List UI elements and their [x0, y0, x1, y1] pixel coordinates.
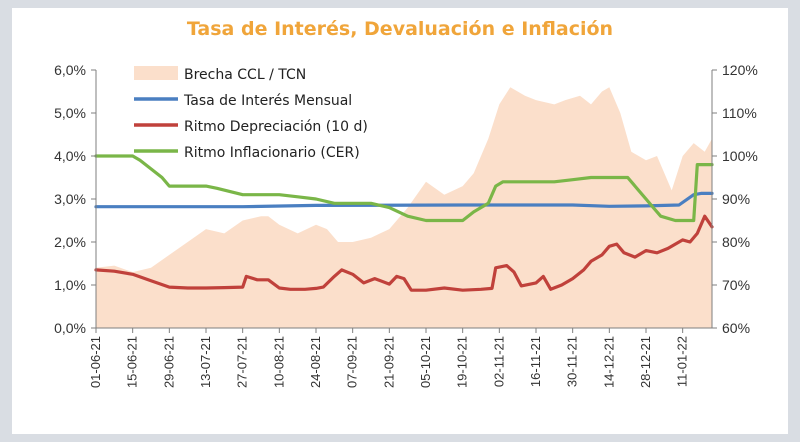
lines-layer	[94, 154, 714, 292]
y-left-tick-label: 6,0%	[54, 62, 86, 78]
x-tick-label: 24-08-21	[308, 336, 323, 388]
legend-label: Ritmo Depreciación (10 d)	[184, 119, 368, 135]
y-right-tick-label: 90%	[722, 191, 750, 207]
legend-label: Tasa de Interés Mensual	[183, 93, 352, 109]
x-tick-label: 02-11-21	[491, 336, 506, 387]
x-tick-label: 07-09-21	[345, 336, 360, 388]
legend-swatch-area	[134, 66, 178, 80]
y-right-tick-label: 70%	[722, 277, 750, 293]
y-right-tick-label: 80%	[722, 234, 750, 250]
x-tick-label: 30-11-21	[565, 336, 580, 387]
series-line-depreciacion	[94, 214, 714, 292]
x-tick-label: 27-07-21	[235, 336, 250, 388]
legend-label: Ritmo Inflacionario (CER)	[184, 145, 360, 161]
y-right-tick-label: 110%	[722, 105, 757, 121]
x-tick-label: 29-06-21	[161, 336, 176, 388]
x-tick-label: 10-08-21	[271, 336, 286, 388]
x-tick-label: 05-10-21	[418, 336, 433, 388]
axes-layer: 0,0% 1,0% 2,0% 3,0% 4,0% 5,0% 6,0% 60% 70% 80% 90%…	[54, 62, 758, 388]
y-left-tick-label: 1,0%	[54, 277, 86, 293]
series-line-cer	[94, 154, 714, 223]
y-left-tick-label: 0,0%	[54, 320, 86, 336]
chart-canvas: 0,0% 1,0% 2,0% 3,0% 4,0% 5,0% 6,0% 60% 70% 80% 90%…	[54, 62, 758, 388]
x-tick-label: 13-07-21	[198, 336, 213, 388]
x-tick-label: 11-01-22	[675, 336, 690, 387]
area-layer	[96, 87, 712, 328]
y-right-tick-label: 100%	[722, 148, 758, 164]
x-tick-label: 28-12-21	[638, 336, 653, 388]
y-right-tick-label: 60%	[722, 320, 750, 336]
x-tick-label: 15-06-21	[125, 336, 140, 388]
x-tick-label: 19-10-21	[455, 336, 470, 388]
y-left-tick-label: 3,0%	[54, 191, 86, 207]
y-left-tick-label: 4,0%	[54, 148, 86, 164]
series-area-brecha	[96, 87, 712, 328]
y-left-tick-label: 2,0%	[54, 234, 86, 250]
x-tick-label: 14-12-21	[601, 336, 616, 388]
x-tick-label: 21-09-21	[381, 336, 396, 388]
y-left-tick-label: 5,0%	[54, 105, 86, 121]
chart-title: Tasa de Interés, Devaluación e Inflación	[186, 18, 614, 40]
x-tick-label: 16-11-21	[528, 336, 543, 387]
chart-panel: Tasa de Interés, Devaluación e Inflación…	[12, 8, 788, 434]
legend-label: Brecha CCL / TCN	[184, 67, 306, 83]
y-right-tick-label: 120%	[722, 62, 758, 78]
legend: Brecha CCL / TCN Tasa de Interés Mensual R…	[134, 66, 368, 161]
x-tick-label: 01-06-21	[88, 336, 103, 388]
